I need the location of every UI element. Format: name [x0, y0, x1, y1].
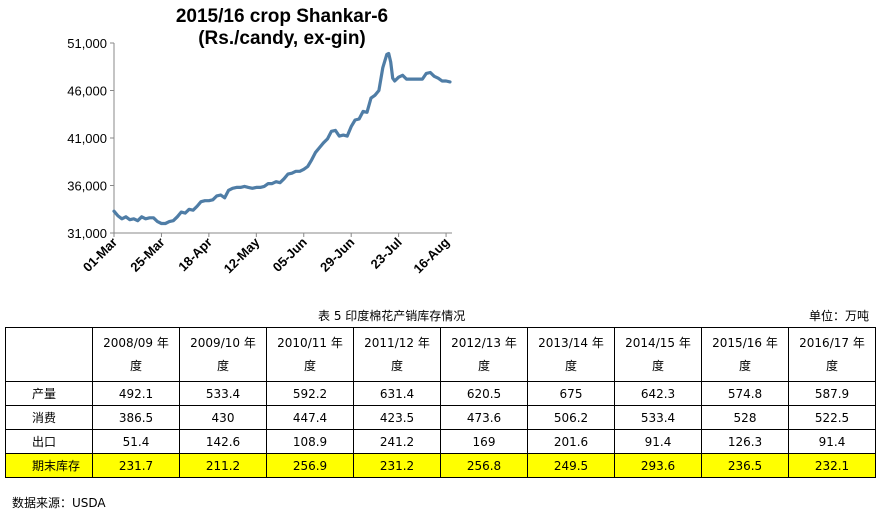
table-row: 产量 492.1 533.4 592.2 631.4 620.5 675 642.3 574.8… — [5, 381, 876, 406]
table-cell: 587.9 — [788, 381, 876, 406]
table-cell: 506.2 — [527, 405, 615, 430]
table-cell: 211.2 — [179, 453, 267, 478]
table-cell: 232.1 — [788, 453, 876, 478]
table-cell: 293.6 — [614, 453, 702, 478]
price-series-line — [112, 51, 452, 226]
table-cell: 533.4 — [614, 405, 702, 430]
y-tick-label: 41,000 — [67, 131, 107, 146]
column-header: 2012/13 年度 — [440, 327, 528, 382]
x-tick-label: 05-Jun — [270, 234, 310, 274]
row-label: 产量 — [5, 381, 93, 406]
row-label: 出口 — [5, 429, 93, 454]
table-row: 出口 51.4 142.6 108.9 241.2 169 201.6 91.4 126.3 91… — [5, 429, 876, 454]
column-header: 2015/16 年度 — [701, 327, 789, 382]
table-row: 消费 386.5 430 447.4 423.5 473.6 506.2 533.4 528 52… — [5, 405, 876, 430]
column-header: 2013/14 年度 — [527, 327, 615, 382]
table-cell: 241.2 — [353, 429, 441, 454]
table-cell: 473.6 — [440, 405, 528, 430]
table-cell: 642.3 — [614, 381, 702, 406]
table-unit: 单位：万吨 — [808, 309, 869, 323]
table-cell: 522.5 — [788, 405, 876, 430]
y-tick-label: 36,000 — [67, 179, 107, 194]
column-header: 2009/10 年度 — [179, 327, 267, 382]
table-cell: 126.3 — [701, 429, 789, 454]
table-cell: 91.4 — [614, 429, 702, 454]
table-cell: 231.7 — [92, 453, 180, 478]
y-tick-label: 31,000 — [67, 226, 107, 241]
table-cell: 631.4 — [353, 381, 441, 406]
chart-title-line2: (Rs./candy, ex-gin) — [198, 28, 366, 49]
x-tick-label: 18-Apr — [175, 235, 215, 275]
table-cell: 236.5 — [701, 453, 789, 478]
table-cell: 675 — [527, 381, 615, 406]
price-chart: 2015/16 crop Shankar-6 (Rs./candy, ex-gi… — [67, 6, 452, 276]
table-cell: 620.5 — [440, 381, 528, 406]
column-header: 2008/09 年度 — [92, 327, 180, 382]
table-cell: 423.5 — [353, 405, 441, 430]
table-cell: 249.5 — [527, 453, 615, 478]
table-cell: 430 — [179, 405, 267, 430]
data-source: 数据来源：USDA — [12, 496, 106, 510]
x-tick-label: 12-May — [221, 234, 263, 276]
x-tick-label: 29-Jun — [317, 234, 357, 274]
table-cell: 231.2 — [353, 453, 441, 478]
table-cell: 447.4 — [266, 405, 354, 430]
x-tick-label: 23-Jul — [368, 235, 405, 272]
y-tick-label: 46,000 — [67, 84, 107, 99]
row-label: 消费 — [5, 405, 93, 430]
table-header-row: 2008/09 年度 2009/10 年度 2010/11 年度 2011/12 年度… — [5, 327, 876, 382]
x-tick-label: 16-Aug — [410, 234, 452, 276]
table-cell: 108.9 — [266, 429, 354, 454]
table-cell: 528 — [701, 405, 789, 430]
table-cell: 256.9 — [266, 453, 354, 478]
table-cell: 142.6 — [179, 429, 267, 454]
column-header: 2016/17 年度 — [788, 327, 876, 382]
chart-title-line1: 2015/16 crop Shankar-6 — [176, 6, 388, 27]
column-header — [5, 327, 93, 382]
y-tick-label: 51,000 — [67, 36, 107, 51]
table-caption: 表 5 印度棉花产销库存情况 — [318, 309, 466, 323]
table-cell: 91.4 — [788, 429, 876, 454]
table-cell: 492.1 — [92, 381, 180, 406]
table-cell: 51.4 — [92, 429, 180, 454]
column-header: 2010/11 年度 — [266, 327, 354, 382]
column-header: 2011/12 年度 — [353, 327, 441, 382]
table-cell: 201.6 — [527, 429, 615, 454]
table-cell: 574.8 — [701, 381, 789, 406]
table-cell: 256.8 — [440, 453, 528, 478]
table-cell: 386.5 — [92, 405, 180, 430]
table-row: 期末库存 231.7 211.2 256.9 231.2 256.8 249.5 293.6 2… — [5, 453, 876, 478]
table-cell: 533.4 — [179, 381, 267, 406]
cotton-balance-table: 2008/09 年度 2009/10 年度 2010/11 年度 2011/12 年度… — [5, 327, 876, 478]
table-cell: 169 — [440, 429, 528, 454]
x-tick-label: 25-Mar — [127, 235, 167, 275]
table-cell: 592.2 — [266, 381, 354, 406]
row-label: 期末库存 — [5, 453, 93, 478]
column-header: 2014/15 年度 — [614, 327, 702, 382]
